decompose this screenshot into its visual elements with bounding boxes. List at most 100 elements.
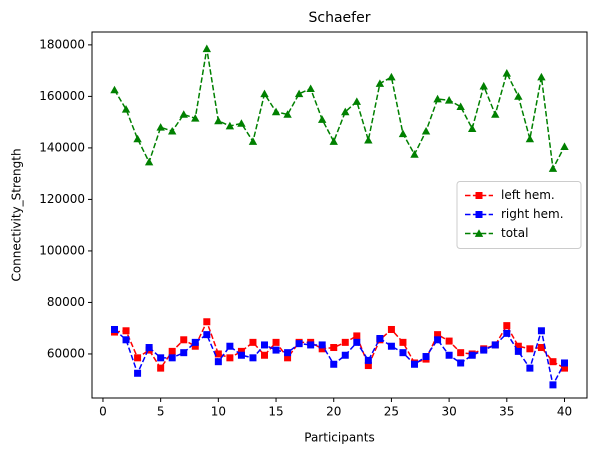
- marker: [329, 137, 338, 145]
- marker: [214, 350, 222, 358]
- marker: [410, 150, 419, 158]
- marker: [191, 114, 200, 122]
- marker: [352, 97, 362, 105]
- x-tick-label: 40: [557, 405, 572, 419]
- marker: [110, 85, 119, 94]
- legend-marker: [474, 229, 484, 237]
- marker: [191, 342, 199, 350]
- marker: [434, 336, 442, 344]
- legend-label: total: [501, 226, 528, 240]
- marker: [157, 354, 165, 362]
- marker: [284, 354, 292, 362]
- chart-title: Schaefer: [309, 10, 371, 26]
- legend-label: left hem.: [501, 188, 555, 202]
- marker: [548, 164, 558, 172]
- marker: [399, 349, 407, 357]
- marker: [387, 342, 395, 350]
- marker: [364, 362, 372, 370]
- y-tick-label: 160000: [39, 89, 85, 103]
- marker: [399, 338, 407, 346]
- y-tick-label: 60000: [47, 346, 85, 360]
- marker: [272, 338, 280, 346]
- x-tick-label: 35: [499, 405, 514, 419]
- marker: [549, 381, 557, 389]
- marker: [561, 359, 568, 367]
- marker: [145, 344, 153, 352]
- marker: [237, 119, 246, 127]
- marker: [318, 341, 326, 349]
- marker: [168, 354, 176, 362]
- marker: [444, 96, 454, 104]
- marker: [537, 72, 546, 81]
- y-tick-label: 180000: [39, 37, 85, 51]
- marker: [261, 341, 268, 349]
- legend-box: [456, 181, 582, 249]
- x-tick-label: 25: [384, 405, 399, 419]
- marker: [261, 351, 268, 359]
- marker: [271, 107, 281, 116]
- marker: [179, 110, 188, 118]
- marker: [225, 121, 235, 130]
- x-tick-label: 5: [157, 405, 165, 419]
- marker: [457, 349, 465, 357]
- marker: [411, 360, 418, 368]
- marker: [526, 345, 534, 353]
- marker: [180, 336, 188, 344]
- x-tick-label: 0: [99, 405, 107, 419]
- marker: [122, 327, 130, 335]
- marker: [467, 124, 477, 132]
- marker: [503, 329, 511, 337]
- marker: [248, 137, 258, 145]
- marker: [525, 134, 535, 143]
- legend: left hem. right hem. total: [456, 181, 582, 249]
- legend-label: right hem.: [501, 207, 564, 221]
- y-tick-label: 120000: [39, 192, 85, 206]
- marker: [387, 72, 396, 81]
- marker: [514, 342, 522, 350]
- marker: [387, 325, 395, 333]
- marker: [134, 354, 142, 362]
- marker: [260, 89, 269, 98]
- marker: [214, 358, 222, 366]
- y-tick-label: 100000: [39, 243, 85, 257]
- marker: [191, 338, 199, 346]
- marker: [353, 338, 361, 346]
- marker: [318, 345, 326, 353]
- marker: [561, 364, 568, 372]
- x-tick-label: 15: [268, 405, 283, 419]
- series-line: [114, 327, 566, 388]
- y-tick-label: 80000: [47, 295, 85, 309]
- marker: [375, 79, 385, 87]
- marker: [468, 351, 476, 359]
- plot-area: [110, 44, 569, 389]
- marker: [549, 358, 557, 366]
- marker: [445, 337, 453, 345]
- marker: [134, 369, 142, 377]
- marker: [111, 325, 118, 333]
- marker: [456, 102, 465, 111]
- marker: [121, 105, 131, 113]
- marker: [503, 322, 511, 330]
- marker: [295, 340, 303, 348]
- marker: [283, 110, 292, 118]
- marker: [537, 344, 545, 352]
- marker: [249, 354, 257, 362]
- y-axis-label: Connectivity_Strength: [10, 148, 24, 281]
- x-tick-label: 10: [211, 405, 226, 419]
- x-tick-label: 20: [326, 405, 341, 419]
- marker: [226, 354, 234, 362]
- marker: [434, 331, 442, 339]
- marker: [226, 342, 234, 350]
- marker: [364, 135, 373, 144]
- marker: [272, 346, 280, 354]
- marker: [560, 142, 569, 150]
- marker: [479, 81, 488, 90]
- legend-marker: [475, 192, 483, 199]
- marker: [203, 318, 211, 326]
- marker: [491, 110, 500, 118]
- marker: [421, 126, 431, 135]
- marker: [237, 351, 245, 359]
- marker: [398, 129, 408, 138]
- y-tick-label: 140000: [39, 140, 85, 154]
